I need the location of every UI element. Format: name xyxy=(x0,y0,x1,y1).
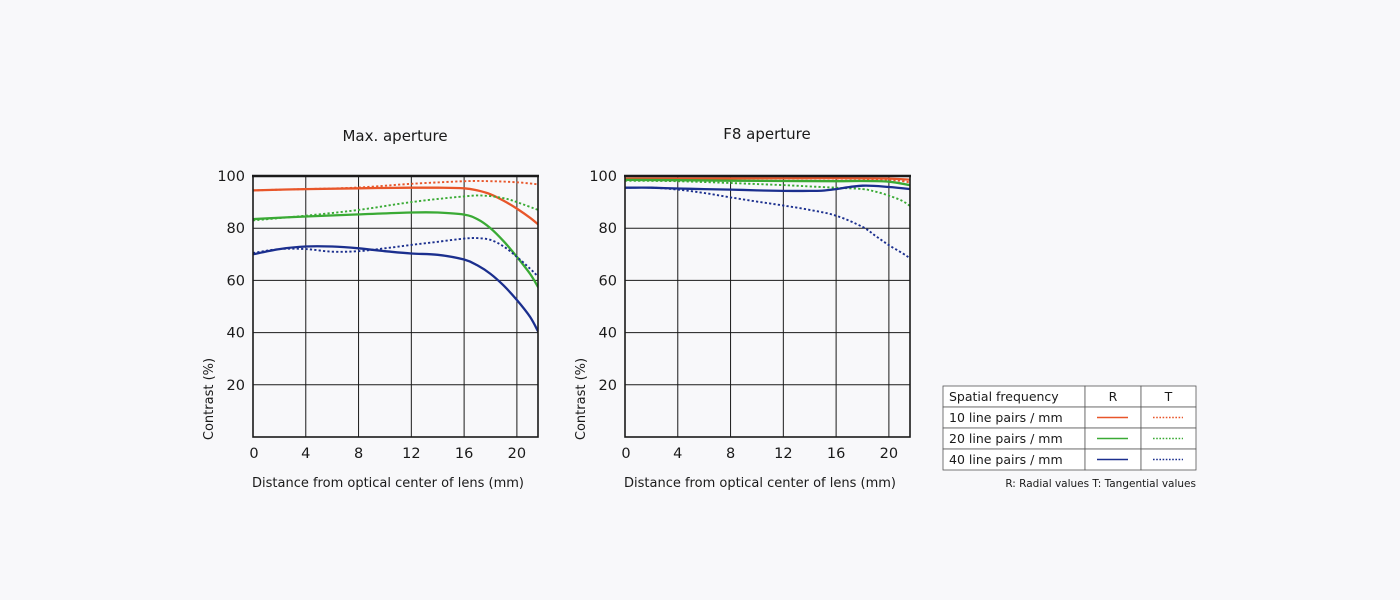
x-tick-label: 0 xyxy=(249,446,258,462)
y-tick-label: 40 xyxy=(599,326,617,342)
series-line-10lpmm-tangential xyxy=(253,180,538,192)
x-tick-label: 8 xyxy=(354,446,363,462)
y-tick-label: 100 xyxy=(217,169,245,185)
chart-title: F8 aperture xyxy=(723,125,811,143)
y-tick-label: 40 xyxy=(227,326,245,342)
chart-title: Max. aperture xyxy=(342,127,447,145)
legend-header-label: Spatial frequency xyxy=(949,389,1059,404)
y-tick-label: 100 xyxy=(589,169,617,185)
y-tick-label: 20 xyxy=(599,378,617,394)
legend-cell xyxy=(1140,406,1197,429)
legend-row-label: 20 line pairs / mm xyxy=(949,431,1063,446)
series-line-10lpmm-tangential xyxy=(625,177,910,184)
legend-header-tangential: T xyxy=(1164,389,1173,404)
y-axis-title: Contrast (%) xyxy=(202,358,217,440)
x-tick-label: 12 xyxy=(402,446,420,462)
x-axis-title: Distance from optical center of lens (mm… xyxy=(252,476,524,491)
y-tick-label: 60 xyxy=(227,273,245,289)
legend-cell xyxy=(1140,427,1197,450)
x-tick-label: 0 xyxy=(621,446,630,462)
series-line-40lpmm-tangential xyxy=(625,186,910,259)
legend-note: R: Radial values T: Tangential values xyxy=(1005,478,1196,490)
y-axis-title: Contrast (%) xyxy=(574,358,589,440)
series-line-40lpmm-tangential xyxy=(253,237,538,278)
x-axis-title: Distance from optical center of lens (mm… xyxy=(624,476,896,491)
x-tick-label: 20 xyxy=(880,446,898,462)
series-line-40lpmm-radial xyxy=(625,184,910,193)
spatial-frequency-legend: Spatial frequency R T 10 line pairs / mm 20 … xyxy=(942,385,1197,490)
x-tick-label: 4 xyxy=(301,446,310,462)
y-tick-label: 80 xyxy=(227,221,245,237)
series-line-40lpmm-radial xyxy=(253,245,538,333)
x-tick-label: 12 xyxy=(774,446,792,462)
legend-cell xyxy=(1140,448,1197,471)
x-tick-label: 20 xyxy=(508,446,526,462)
x-tick-label: 16 xyxy=(827,446,845,462)
y-tick-label: 80 xyxy=(599,221,617,237)
series-line-20lpmm-tangential xyxy=(253,194,538,222)
series-line-20lpmm-tangential xyxy=(625,179,910,207)
series-line-20lpmm-radial xyxy=(625,178,910,187)
x-tick-label: 16 xyxy=(455,446,473,462)
legend-row-label: 10 line pairs / mm xyxy=(949,410,1063,425)
x-tick-label: 4 xyxy=(673,446,682,462)
legend-header-radial: R xyxy=(1109,389,1118,404)
y-tick-label: 20 xyxy=(227,378,245,394)
x-tick-label: 8 xyxy=(726,446,735,462)
max-aperture-chart: Max. aperture 0 4 8 12 16 20 20 40 60 80 100 Distanc… xyxy=(202,127,539,491)
series-line-10lpmm-radial xyxy=(253,186,538,226)
f8-aperture-chart: F8 aperture 0 4 8 12 16 20 20 40 60 80 100 Distance … xyxy=(574,125,911,491)
plot-frame xyxy=(624,175,911,438)
y-tick-label: 60 xyxy=(599,273,617,289)
legend-row-label: 40 line pairs / mm xyxy=(949,452,1063,467)
plot-frame xyxy=(252,175,539,438)
series-line-20lpmm-radial xyxy=(253,211,538,289)
